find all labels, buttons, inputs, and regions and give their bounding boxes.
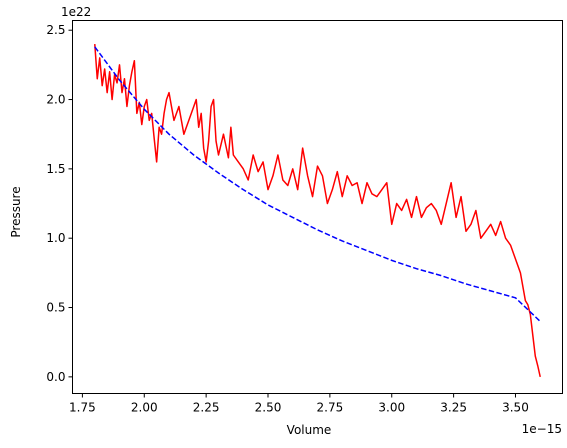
plot-frame: [72, 20, 563, 394]
x-tick-label: 1.75: [69, 401, 96, 415]
x-tick-label: 2.50: [255, 401, 282, 415]
fitted-curve-line: [94, 46, 541, 322]
x-tick-label: 2.75: [317, 401, 344, 415]
y-tick-label: 1.5: [46, 162, 65, 176]
y-tick-label: 2.0: [46, 93, 65, 107]
y-offset-label: 1e22: [61, 5, 91, 19]
y-axis-label: Pressure: [9, 186, 23, 237]
x-tick-label: 2.25: [193, 401, 220, 415]
y-tick-label: 2.5: [46, 23, 65, 37]
y-tick-label: 0.0: [46, 370, 65, 384]
x-tick-label: 2.00: [131, 401, 158, 415]
y-tick-label: 1.0: [46, 231, 65, 245]
x-tick-label: 3.00: [378, 401, 405, 415]
measured-pressure-line: [94, 44, 541, 378]
series-layer: [94, 44, 541, 378]
x-tick-label: 3.25: [440, 401, 467, 415]
y-axis-ticks: 0.0 0.5 1.0 1.5 2.0 2.5: [46, 23, 73, 384]
plot-area: [72, 20, 563, 394]
x-axis-label: Volume: [287, 423, 332, 437]
x-tick-label: 3.50: [502, 401, 529, 415]
x-offset-label: 1e−15: [522, 422, 562, 436]
y-tick-label: 0.5: [46, 301, 65, 315]
x-axis-ticks: 1.75 2.00 2.25 2.50 2.75 3.00 3.25 3.50: [69, 393, 529, 415]
